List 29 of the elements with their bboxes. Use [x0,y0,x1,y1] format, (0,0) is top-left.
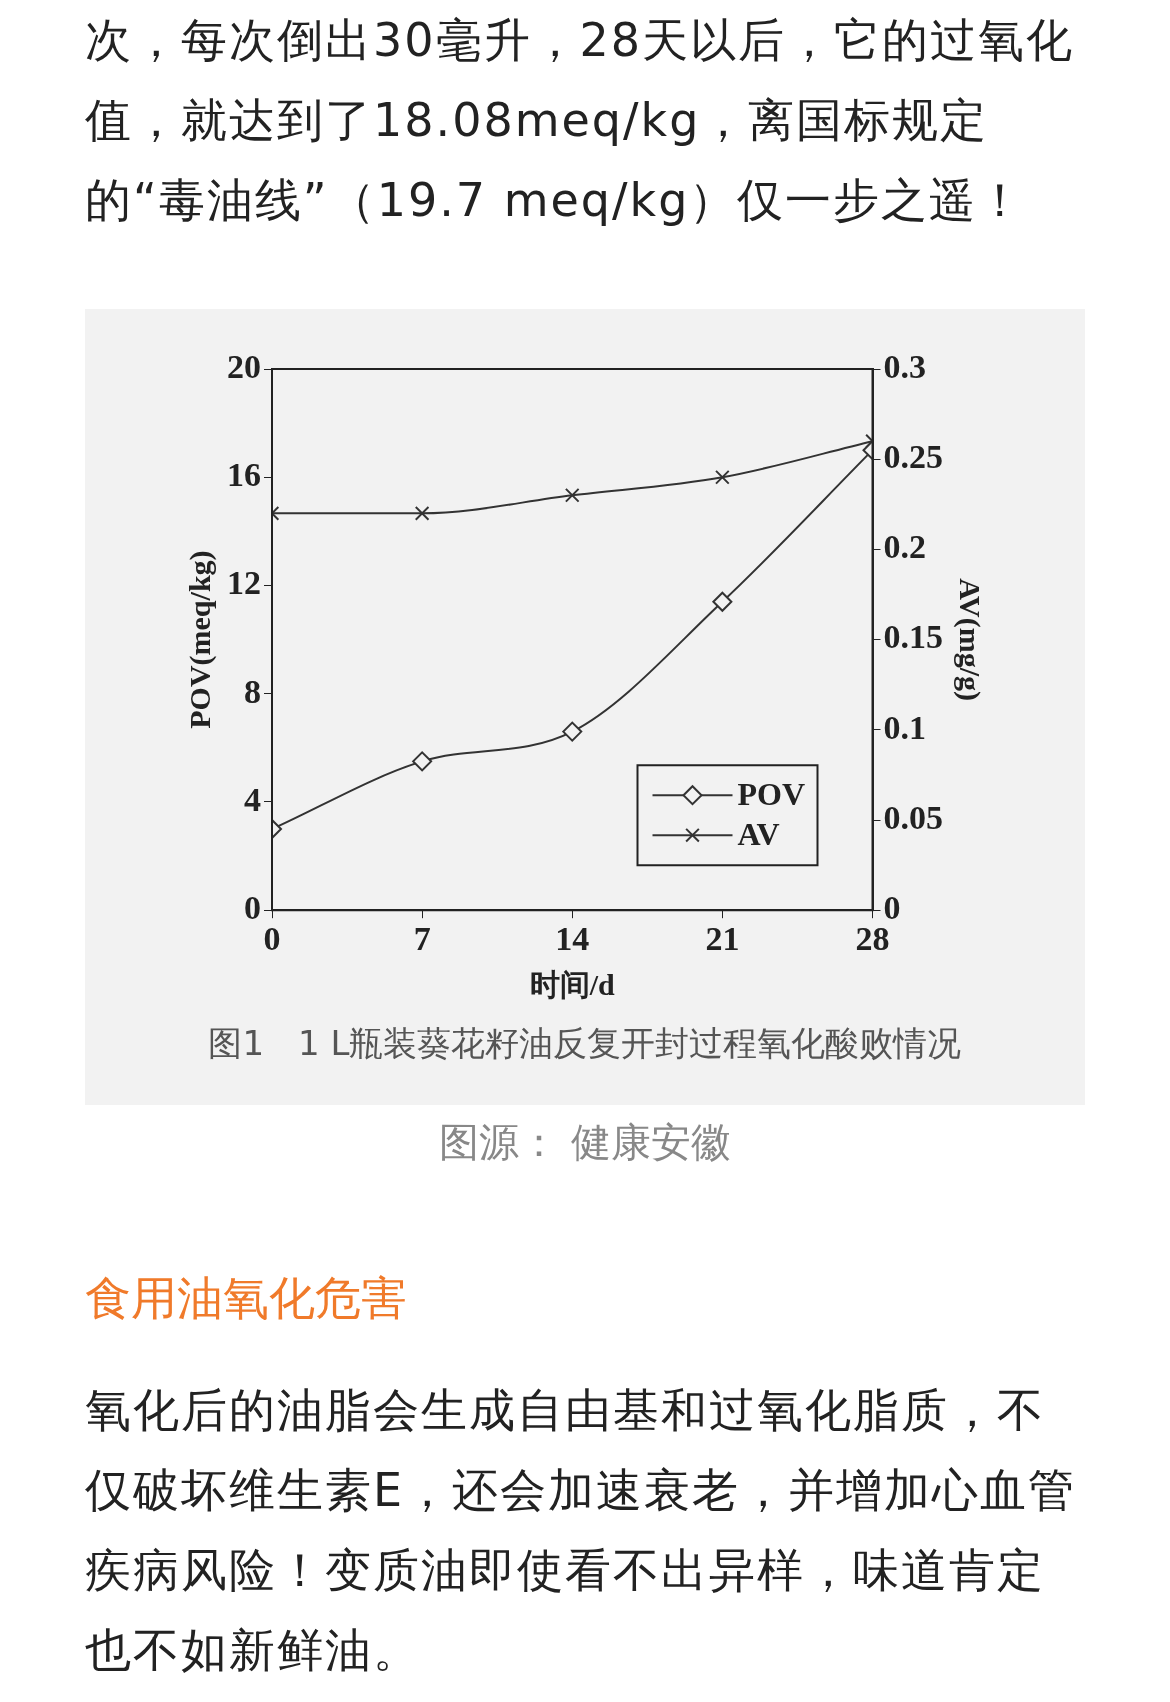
point [564,487,580,503]
text: 图源： 健康安徽 [437,1118,733,1167]
y2-tick-label: 0.2 [883,528,926,566]
text: 次，每次倒出30毫升，28天以后，它的过氧化值，就达到了18.08meq/kg，离国标规定的“毒油线”（19.7 meq/kg）仅一步之遥！ [85,12,1076,229]
y-tick-label: 0 [244,888,261,926]
point [562,721,583,742]
y2-tick-label: 0.25 [883,437,943,475]
text: 氧化后的油脂会生成自由基和过氧化脂质，不仅破坏维生素E，还会加速衰老，并增加心血管疾病风险！变质油即使看不出异样，味道肯定也不如新鲜油。 [85,1382,1078,1679]
y-tick-label: 12 [227,564,261,602]
text: 食用油氧化危害 [85,1270,407,1327]
y2-tick-label: 0.15 [883,618,943,656]
y-tick-label: 16 [227,456,261,494]
y2-tick-label: 0.1 [883,708,926,746]
point [715,469,730,485]
x-tick-label: 7 [413,920,431,958]
y-tick-label: 20 [227,347,261,385]
caption: 图1 1 L瓶装葵花籽油反复开封过程氧化酸败情况 [207,1022,963,1065]
y2-tick-label: 0.3 [883,347,926,385]
y-axis-title: POV(meq/kg) [182,550,217,729]
y2-tick-label: 0.05 [883,798,943,836]
point [414,505,430,521]
x-axis-title: 时间/d [529,967,616,1001]
y2-axis-title: AV(mg/g) [953,578,988,701]
legend-label: AV [737,816,780,853]
legend-label: POV [737,776,806,813]
y-tick-label: 8 [244,672,261,710]
x-tick-label: 14 [555,920,590,958]
x-tick-label: 21 [705,920,740,958]
y-tick-label: 4 [244,780,261,818]
